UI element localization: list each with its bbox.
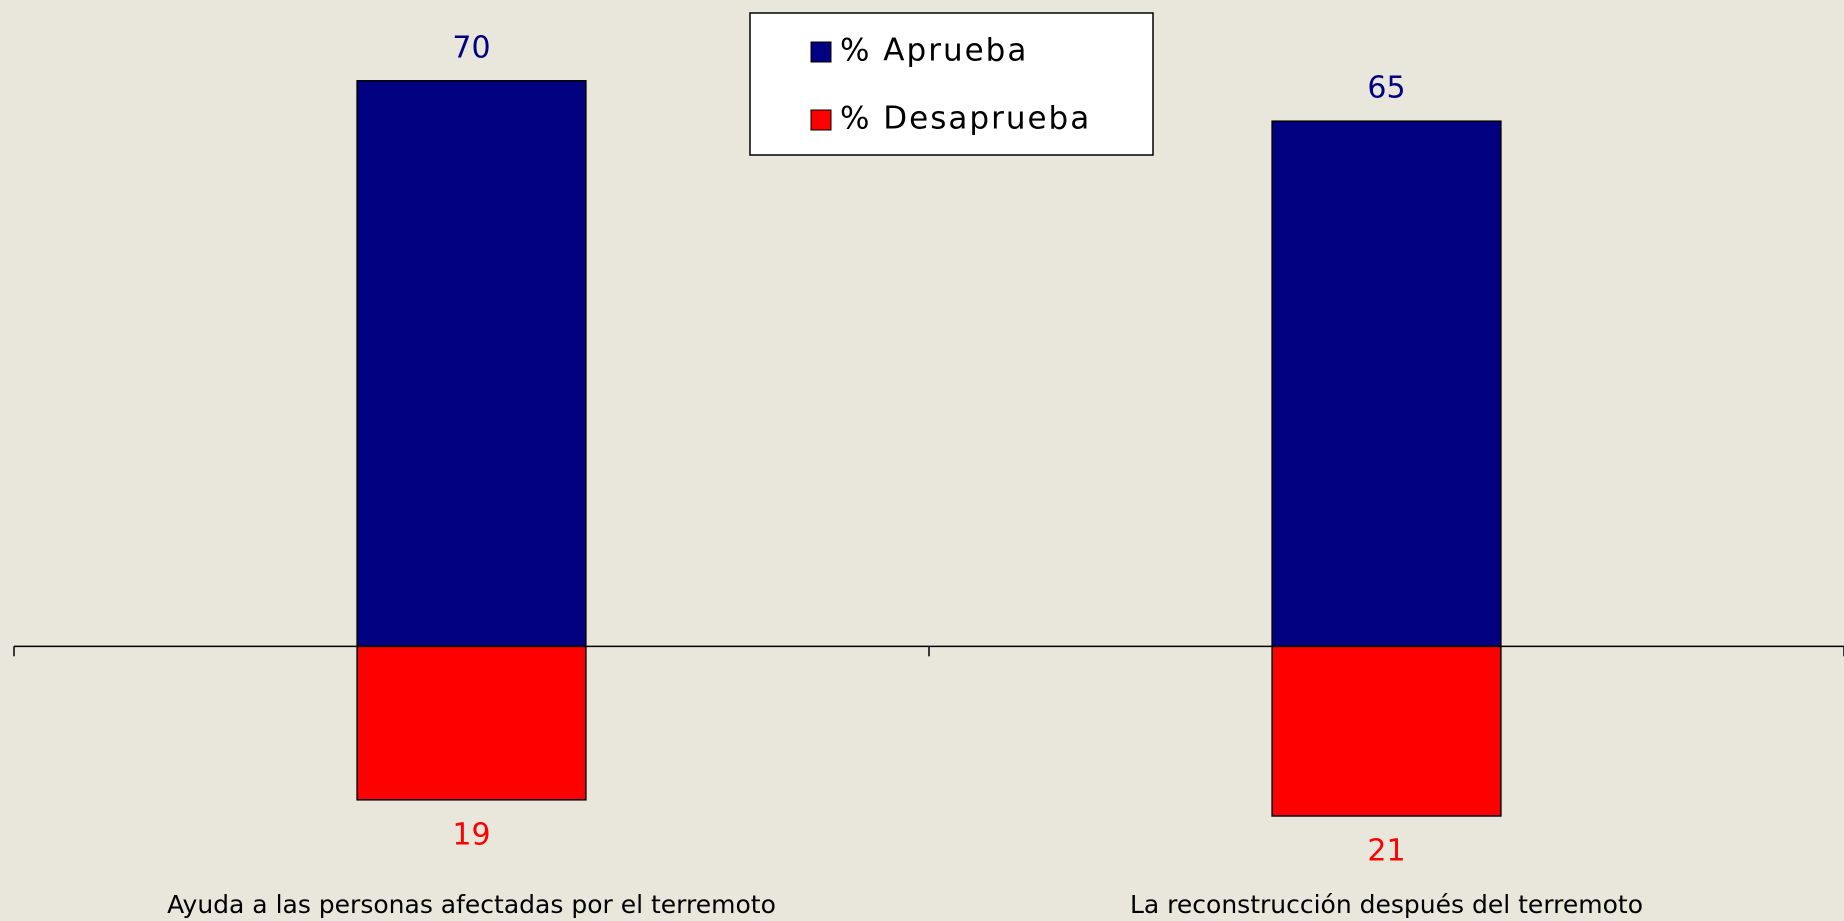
value-label: 70 [452,30,490,65]
value-label: 65 [1367,71,1405,106]
legend-box [749,12,1154,156]
legend-label: % Aprueba [840,33,1028,69]
value-label: 21 [1367,833,1405,868]
bar [356,645,587,801]
x-tick-label: La reconstrucción después del terremoto [1130,890,1643,919]
legend-label: % Desaprueba [840,101,1091,137]
x-tick-label: Ayuda a las personas afectadas por el te… [167,890,776,919]
bar [1271,120,1502,648]
legend-swatch [810,109,832,131]
bar [356,80,587,648]
bar [1271,645,1502,817]
legend-swatch [810,41,832,63]
value-label: 19 [452,817,490,852]
